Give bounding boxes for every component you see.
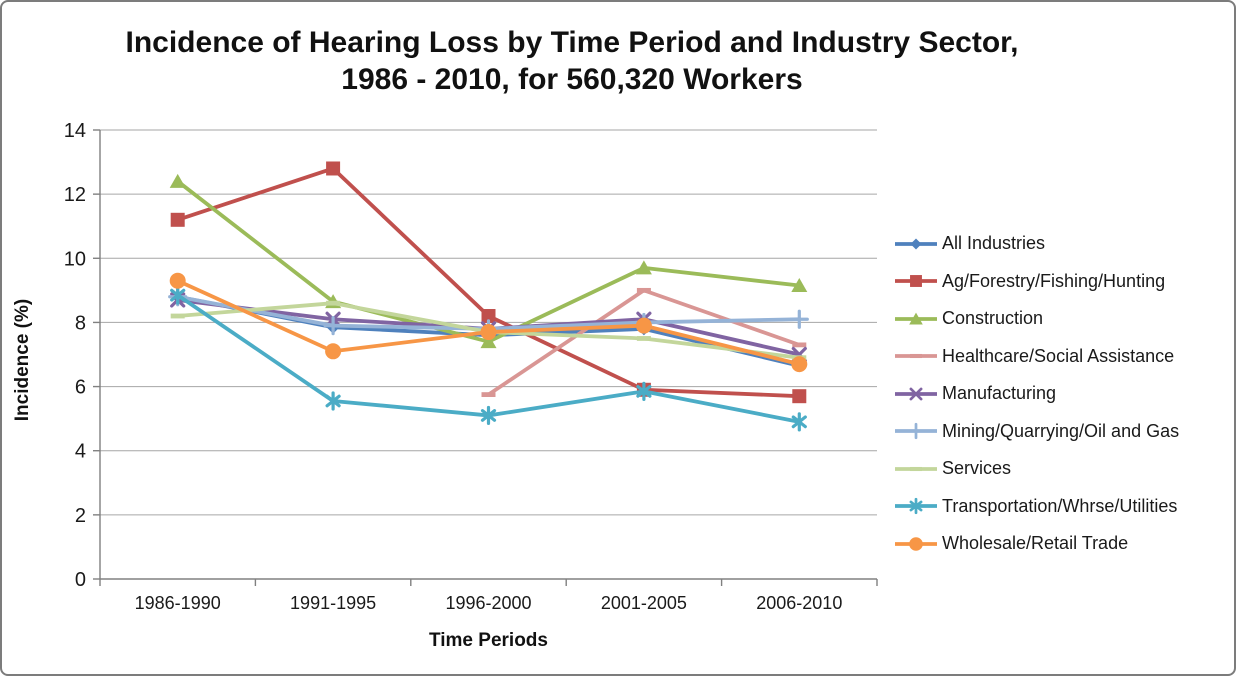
series-transportation-whrse-utilities [170,285,807,432]
legend-marker-mining-quarrying-oil-and-gas [895,423,937,440]
legend-item-healthcare-social-assistance: Healthcare/Social Assistance [895,338,1179,376]
legend-marker-manufacturing [895,387,937,401]
legend-item-transportation-whrse-utilities: Transportation/Whrse/Utilities [895,488,1179,526]
legend-label-manufacturing: Manufacturing [942,383,1057,404]
x-tick-label-1986-1990: 1986-1990 [135,593,221,613]
legend-marker-all-industries [895,238,937,250]
legend-item-all-industries: All Industries [895,225,1179,263]
legend-marker-wholesale-retail-trade [895,536,937,551]
legend-item-services: Services [895,450,1179,488]
x-tick-label-1996-2000: 1996-2000 [445,593,531,613]
series-line-ag-forestry-fishing-hunting [175,166,802,399]
legend-label-mining-quarrying-oil-and-gas: Mining/Quarrying/Oil and Gas [942,420,1180,441]
legend-marker-transportation-whrse-utilities [895,498,937,515]
legend-label-construction: Construction [942,308,1044,329]
legend: All Industries Ag/Forestry/Fishing/Huntin… [895,225,1179,563]
legend-item-wholesale-retail-trade: Wholesale/Retail Trade [895,525,1179,563]
legend-item-ag-forestry-fishing-hunting: Ag/Forestry/Fishing/Hunting [895,263,1179,301]
legend-label-all-industries: All Industries [942,233,1046,254]
x-axis-title: Time Periods [429,630,548,651]
legend-label-healthcare-social-assistance: Healthcare/Social Assistance [942,345,1175,366]
legend-item-manufacturing: Manufacturing [895,375,1179,413]
y-tick-label-4: 4 [75,441,86,463]
y-tick-label-10: 10 [64,248,86,270]
legend-label-services: Services [942,458,1012,479]
y-axis-title: Incidence (%) [12,298,33,422]
legend-marker-services [895,466,937,471]
legend-marker-construction [895,312,937,325]
x-tick-label-2006-2010: 2006-2010 [756,593,842,613]
legend-label-wholesale-retail-trade: Wholesale/Retail Trade [942,533,1129,554]
legend-marker-healthcare-social-assistance [895,354,937,359]
y-tick-label-6: 6 [75,377,86,399]
series-ag-forestry-fishing-hunting [170,161,807,404]
chart-title-line2: 1986 - 2010, for 560,320 Workers [341,63,803,96]
x-tick-label-1991-1995: 1991-1995 [290,593,376,613]
y-tick-label-0: 0 [75,569,86,591]
series-wholesale-retail-trade [169,272,808,373]
legend-label-transportation-whrse-utilities: Transportation/Whrse/Utilities [942,495,1178,516]
x-tick-label-2001-2005: 2001-2005 [601,593,687,613]
chart-title: Incidence of Hearing Loss by Time Period… [2,24,1142,98]
legend-item-construction: Construction [895,300,1179,338]
y-tick-label-2: 2 [75,505,86,527]
legend-label-ag-forestry-fishing-hunting: Ag/Forestry/Fishing/Hunting [942,270,1166,291]
y-tick-label-8: 8 [75,312,86,334]
legend-marker-ag-forestry-fishing-hunting [895,275,937,288]
series-healthcare-social-assistance [481,287,807,397]
chart-title-line1: Incidence of Hearing Loss by Time Period… [125,26,1019,59]
y-tick-label-14: 14 [64,120,86,142]
y-tick-label-12: 12 [64,184,86,206]
legend-item-mining-quarrying-oil-and-gas: Mining/Quarrying/Oil and Gas [895,413,1179,451]
